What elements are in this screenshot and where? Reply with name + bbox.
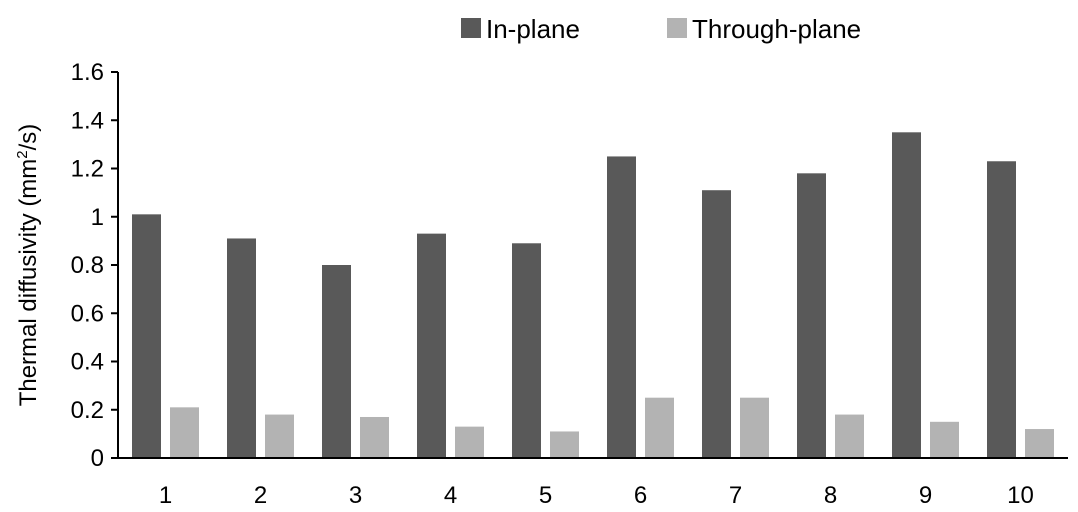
bar-in-plane-10 xyxy=(987,161,1016,458)
y-axis-title-suffix: /s) xyxy=(15,124,42,151)
y-tick-label: 0.2 xyxy=(71,397,104,424)
bar-through-plane-4 xyxy=(455,426,484,458)
bar-through-plane-5 xyxy=(550,431,579,458)
y-axis-title: Thermal diffusivity (mm2/s) xyxy=(14,124,42,407)
bar-in-plane-9 xyxy=(892,132,921,458)
legend-swatch-in-plane xyxy=(461,18,481,38)
x-tick-label: 7 xyxy=(729,482,742,507)
x-tick-label: 9 xyxy=(919,482,932,507)
bar-through-plane-6 xyxy=(645,397,674,458)
bar-through-plane-2 xyxy=(265,414,294,458)
legend-swatch-through-plane xyxy=(667,18,687,38)
x-tick-label: 1 xyxy=(159,482,172,507)
y-tick-label: 1.2 xyxy=(71,156,104,183)
legend: In-plane Through-plane xyxy=(461,14,861,44)
x-tick-label: 3 xyxy=(349,482,362,507)
bar-through-plane-10 xyxy=(1025,429,1054,458)
bar-in-plane-1 xyxy=(132,214,161,458)
bar-in-plane-2 xyxy=(227,238,256,458)
bar-in-plane-4 xyxy=(417,233,446,458)
x-tick-label: 2 xyxy=(254,482,267,507)
y-axis-title-prefix: Thermal diffusivity (mm xyxy=(15,159,42,407)
y-axis-title-superscript: 2 xyxy=(14,150,31,158)
bar-in-plane-5 xyxy=(512,243,541,458)
legend-label-through-plane: Through-plane xyxy=(692,14,861,44)
bar-through-plane-7 xyxy=(740,397,769,458)
x-tick-label: 4 xyxy=(444,482,457,507)
bar-through-plane-3 xyxy=(360,416,389,458)
legend-label-in-plane: In-plane xyxy=(486,14,580,44)
y-tick-label: 0.8 xyxy=(71,252,104,279)
x-tick-label: 6 xyxy=(634,482,647,507)
bar-in-plane-7 xyxy=(702,190,731,458)
y-tick-label: 1.6 xyxy=(71,59,104,86)
y-tick-label: 0.4 xyxy=(71,349,104,376)
y-tick-label: 1 xyxy=(91,204,104,231)
bars xyxy=(132,132,1054,458)
y-tick-label: 0 xyxy=(91,445,104,472)
bar-in-plane-8 xyxy=(797,173,826,458)
bar-in-plane-3 xyxy=(322,265,351,458)
bar-through-plane-1 xyxy=(170,407,199,458)
x-tick-label: 10 xyxy=(1007,482,1034,507)
bar-through-plane-9 xyxy=(930,421,959,458)
bar-through-plane-8 xyxy=(835,414,864,458)
y-tick-label: 1.4 xyxy=(71,107,104,134)
x-tick-label: 5 xyxy=(539,482,552,507)
x-axis-ticks: 1 2 3 4 5 6 7 8 9 10 xyxy=(159,482,1034,509)
y-axis-ticks: 0 0.2 0.4 0.6 0.8 1 1.2 1.4 1.6 xyxy=(71,59,118,472)
x-tick-label: 8 xyxy=(824,482,837,507)
bar-in-plane-6 xyxy=(607,156,636,458)
y-tick-label: 0.6 xyxy=(71,300,104,327)
